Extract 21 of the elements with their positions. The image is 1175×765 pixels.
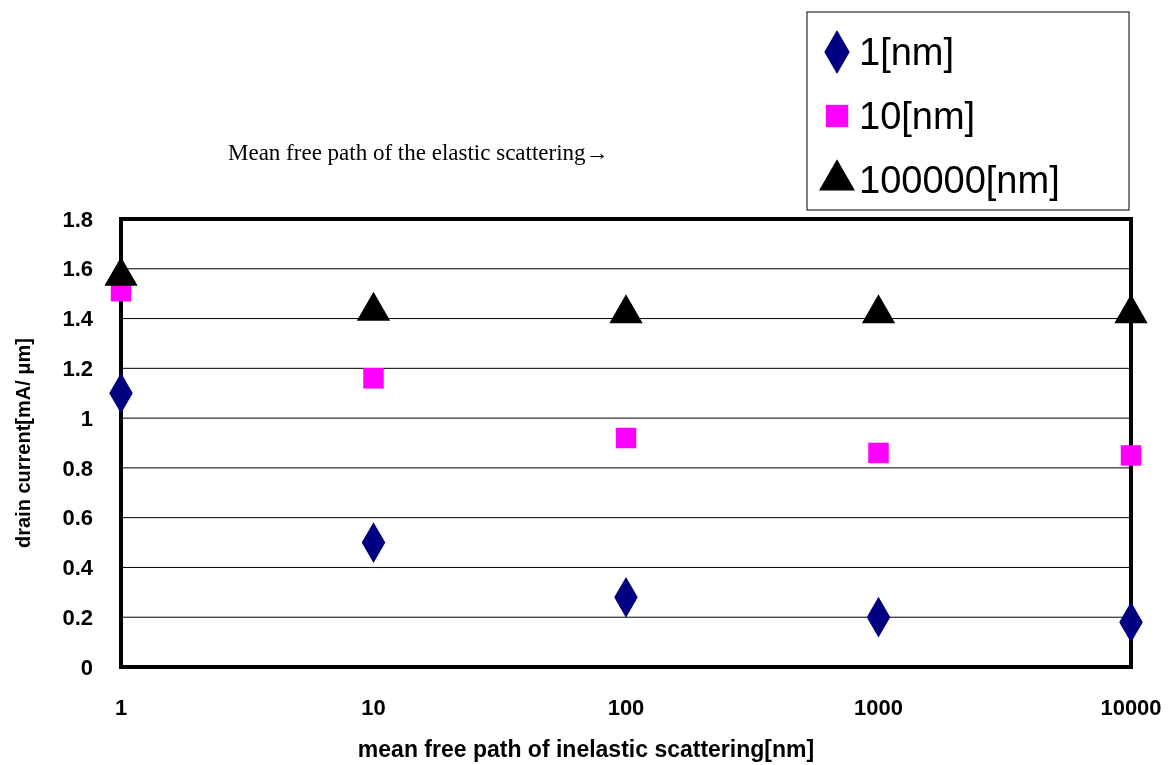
x-tick-label: 10000 bbox=[1100, 695, 1162, 720]
y-tick-label: 0.2 bbox=[62, 604, 93, 630]
x-axis-title: mean free path of inelastic scattering[nm] bbox=[357, 736, 815, 762]
y-tick-label: 0 bbox=[80, 654, 93, 680]
y-tick-label: 1.8 bbox=[62, 206, 93, 232]
y-tick-label: 1.6 bbox=[62, 256, 93, 282]
text: Mean free path of the elastic scattering→ bbox=[228, 140, 609, 165]
y-tick-label: 0.6 bbox=[62, 505, 93, 531]
y-tick-label: 1 bbox=[80, 405, 93, 431]
x-tick-label: 1 bbox=[114, 695, 128, 720]
y-tick-label: 0.4 bbox=[62, 555, 94, 581]
y-tick-label: 1.4 bbox=[62, 306, 94, 332]
y-tick-label: 0.8 bbox=[62, 455, 93, 481]
y-axis-title: drain current[mA/ μm] bbox=[12, 337, 34, 549]
x-tick-label: 1000 bbox=[854, 695, 903, 720]
y-tick-label: 1.2 bbox=[62, 356, 93, 382]
legend-label: 1[nm] bbox=[859, 31, 955, 74]
x-tick-label: 10 bbox=[361, 695, 386, 720]
legend-label: 100000[nm] bbox=[859, 159, 1060, 202]
legend-label: 10[nm] bbox=[859, 95, 976, 138]
x-tick-label: 100 bbox=[607, 695, 645, 720]
